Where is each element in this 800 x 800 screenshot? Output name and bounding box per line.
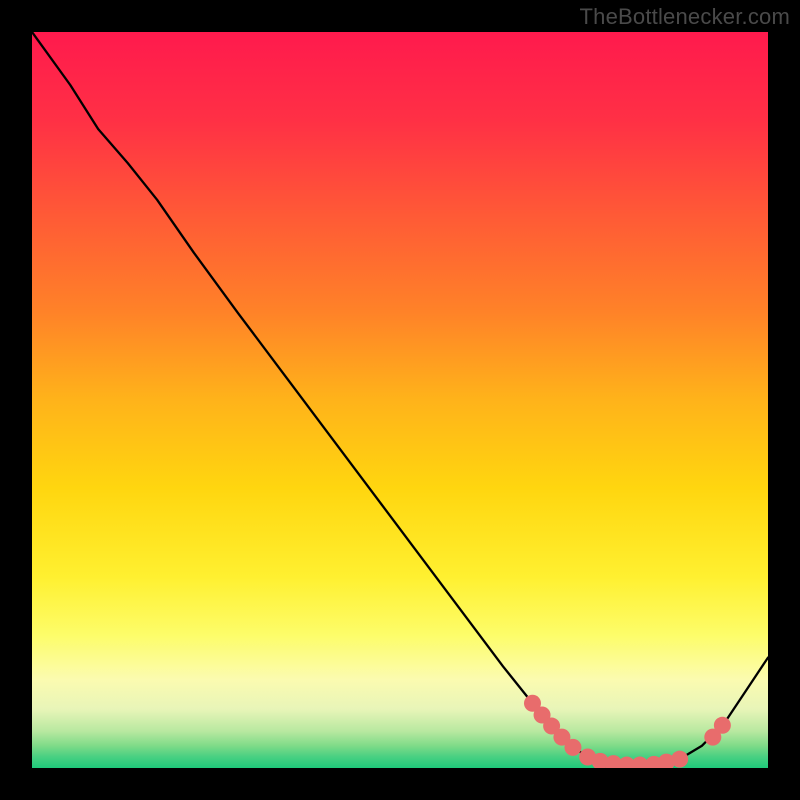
curve-marker: [714, 717, 731, 734]
watermark-text: TheBottlenecker.com: [580, 4, 790, 30]
plot-background: [32, 32, 768, 768]
chart-svg: [32, 32, 768, 768]
curve-marker: [564, 739, 581, 756]
chart-frame: TheBottlenecker.com: [0, 0, 800, 800]
curve-marker: [671, 751, 688, 768]
